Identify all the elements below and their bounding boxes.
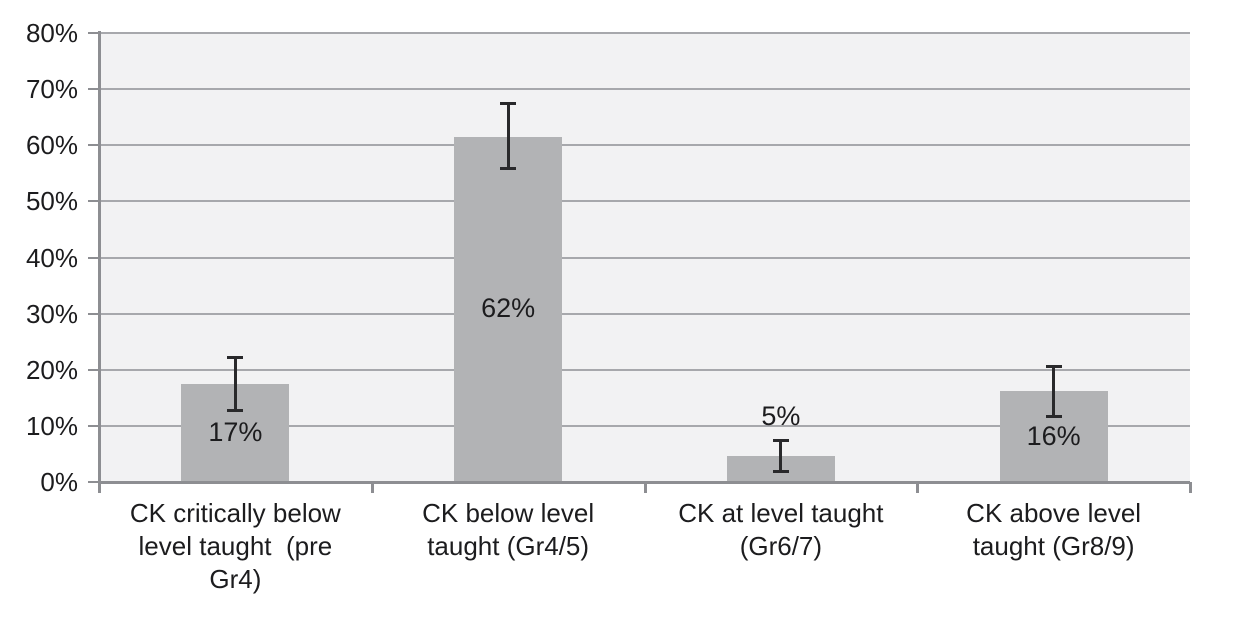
y-axis-tick-label: 70% bbox=[25, 74, 78, 105]
category-label: CK above level taught (Gr8/9) bbox=[966, 498, 1142, 561]
y-axis-tick bbox=[88, 312, 99, 315]
error-bar-line bbox=[506, 103, 510, 170]
gridline-20 bbox=[99, 368, 1190, 371]
y-axis-tick bbox=[88, 144, 99, 147]
gridline-70 bbox=[99, 88, 1190, 91]
error-bar-line bbox=[779, 439, 783, 473]
y-axis-tick-label: 10% bbox=[25, 410, 78, 441]
x-axis-tick bbox=[916, 482, 920, 493]
error-bar-cap-top bbox=[500, 102, 517, 106]
error-bar-cap-top bbox=[772, 438, 789, 442]
error-bar-cap-bottom bbox=[772, 470, 789, 474]
gridline-50 bbox=[99, 200, 1190, 203]
gridline-40 bbox=[99, 256, 1190, 259]
y-axis-tick bbox=[88, 368, 99, 371]
y-axis-tick-label: 0% bbox=[40, 467, 78, 497]
x-axis-tick bbox=[1189, 482, 1192, 493]
y-axis-tick-label: 60% bbox=[25, 130, 78, 161]
y-axis-tick-label: 40% bbox=[25, 242, 78, 273]
bar-value-label: 62% bbox=[481, 293, 536, 324]
gridline-10 bbox=[99, 424, 1190, 427]
gridline-30 bbox=[99, 312, 1190, 315]
y-axis-tick bbox=[88, 481, 99, 483]
error-bar-line bbox=[233, 357, 237, 411]
error-bar-cap-top bbox=[227, 356, 244, 360]
error-bar-line bbox=[1052, 365, 1056, 417]
category-label: CK at level taught (Gr6/7) bbox=[678, 498, 884, 561]
bar-value-label: 16% bbox=[1026, 420, 1081, 451]
error-bar-cap-bottom bbox=[227, 408, 244, 412]
y-axis-line bbox=[98, 31, 101, 491]
error-bar-cap-bottom bbox=[500, 167, 517, 171]
y-axis-tick bbox=[88, 256, 99, 259]
y-axis-tick bbox=[88, 32, 99, 34]
y-axis-tick-label: 50% bbox=[25, 186, 78, 217]
x-axis-tick bbox=[98, 482, 101, 493]
y-axis-tick bbox=[88, 88, 99, 91]
gridline-60 bbox=[99, 144, 1190, 147]
x-axis-tick bbox=[643, 482, 647, 493]
error-bar-cap-bottom bbox=[1045, 414, 1062, 418]
x-axis-tick bbox=[370, 482, 374, 493]
bar-value-label: 17% bbox=[208, 416, 263, 447]
category-label: CK critically below level taught (pre Gr… bbox=[129, 498, 341, 594]
y-axis-tick-label: 80% bbox=[25, 18, 78, 48]
error-bar-cap-top bbox=[1045, 364, 1062, 368]
y-axis-tick-label: 20% bbox=[25, 354, 78, 385]
y-axis-tick-label: 30% bbox=[25, 298, 78, 329]
y-axis-tick bbox=[88, 200, 99, 203]
category-label: CK below level taught (Gr4/5) bbox=[422, 498, 595, 561]
bar-value-label: 5% bbox=[761, 400, 801, 431]
y-axis-tick bbox=[88, 424, 99, 427]
gridline-80 bbox=[99, 32, 1190, 34]
bar-2 bbox=[454, 136, 563, 481]
